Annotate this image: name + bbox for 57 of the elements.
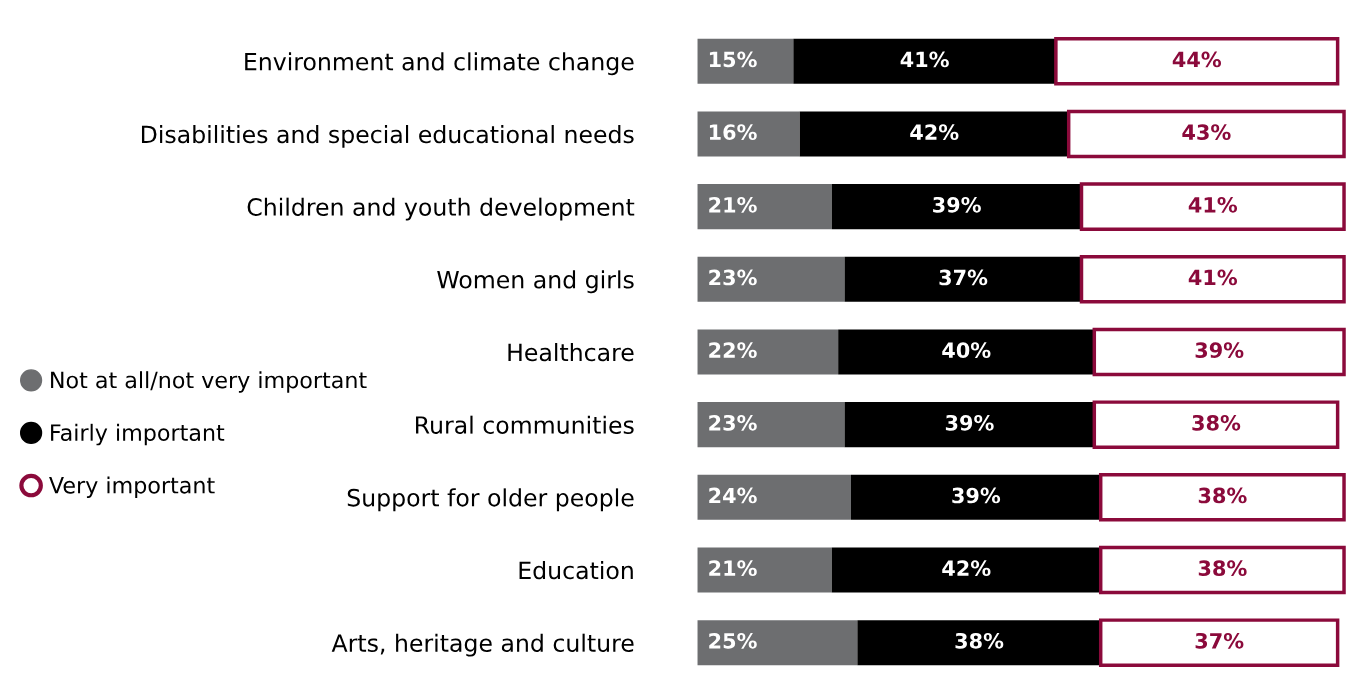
y-tick-label: Disabilities and special educational needs <box>141 124 634 148</box>
data-label: 37% <box>939 269 988 286</box>
legend-label: Fairly important <box>51 423 225 446</box>
data-label: 39% <box>933 196 981 213</box>
bar <box>844 256 1082 302</box>
data-label: 41% <box>1188 269 1238 286</box>
y-tick-label: Support for older people <box>347 488 634 512</box>
data-label: 37% <box>1195 632 1244 649</box>
data-label: 16% <box>709 124 757 141</box>
y-tick-label: Healthcare <box>508 343 634 362</box>
data-label: 38% <box>1198 560 1247 577</box>
data-label: 42% <box>910 124 959 141</box>
data-label: 39% <box>952 487 1001 504</box>
legend-label: Not at all/not very important <box>51 371 367 393</box>
bar <box>844 402 1095 448</box>
bar <box>697 184 832 230</box>
bar <box>697 547 832 593</box>
data-label: 44% <box>1172 51 1222 68</box>
bar <box>697 111 800 157</box>
bar <box>697 38 794 84</box>
legend-label: Very important <box>49 476 215 498</box>
bar <box>697 620 858 666</box>
data-label: 39% <box>945 414 994 431</box>
y-tick-label: Environment and climate change <box>245 52 634 76</box>
data-label: 40% <box>942 342 991 359</box>
data-label: 38% <box>955 632 1004 649</box>
y-tick-label: Arts, heritage and culture <box>331 633 634 657</box>
data-label: 25% <box>709 632 757 649</box>
data-label: 42% <box>942 560 991 577</box>
data-label: 41% <box>1188 196 1238 213</box>
data-label: 43% <box>1182 124 1231 141</box>
data-label: 21% <box>709 560 757 577</box>
data-label: 38% <box>1192 414 1241 431</box>
bar <box>697 474 851 520</box>
bar <box>857 620 1101 666</box>
data-label: 23% <box>709 269 757 286</box>
bar <box>793 38 1056 84</box>
bar <box>799 111 1069 157</box>
data-label: 38% <box>1198 487 1247 504</box>
data-label: 39% <box>1195 342 1244 359</box>
bar <box>831 184 1082 230</box>
data-label: 24% <box>709 487 757 504</box>
data-label: 23% <box>709 414 757 431</box>
bar <box>831 547 1101 593</box>
data-label: 21% <box>709 196 757 213</box>
bar <box>838 329 1095 375</box>
y-tick-label: Rural communities <box>416 415 634 434</box>
bar <box>697 256 845 302</box>
data-label: 15% <box>709 51 757 68</box>
data-label: 22% <box>709 342 757 359</box>
bar <box>697 329 839 375</box>
data-label: 41% <box>900 51 949 68</box>
bar <box>697 402 845 448</box>
y-tick-label: Women and girls <box>437 270 634 294</box>
y-tick-label: Education <box>519 561 633 580</box>
bar <box>850 474 1101 520</box>
y-tick-label: Children and youth development <box>247 197 635 221</box>
